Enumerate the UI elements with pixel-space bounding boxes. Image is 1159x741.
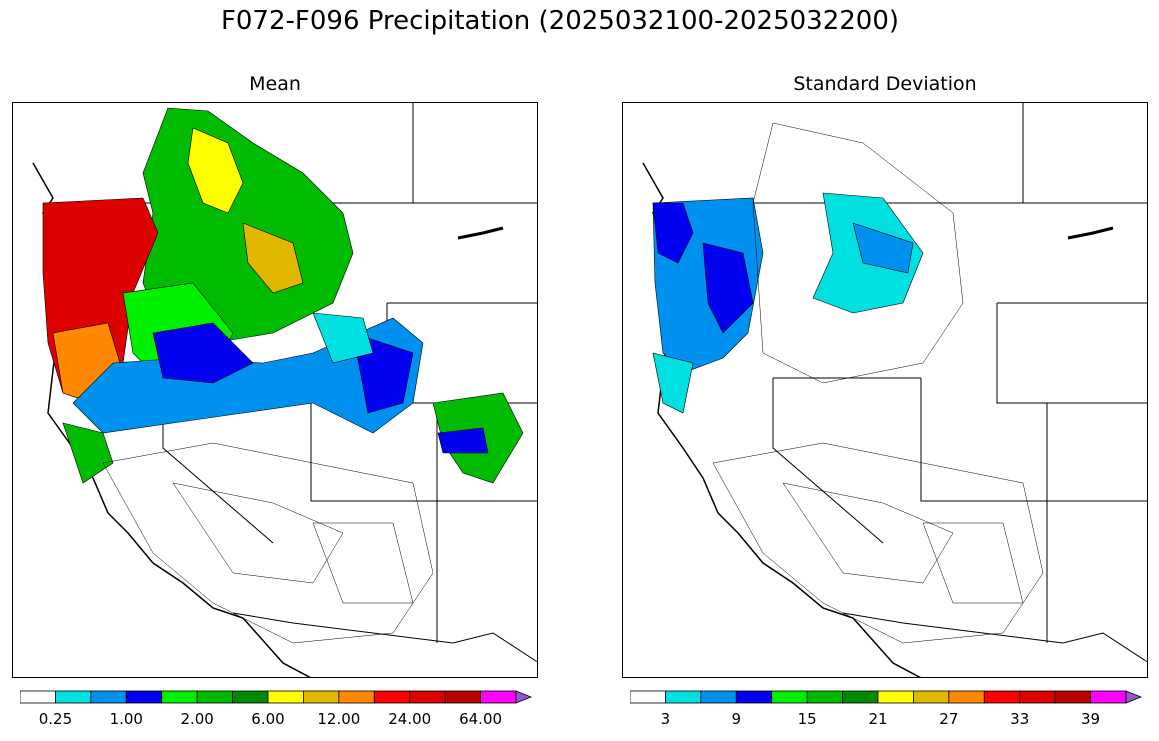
mean-colorbar <box>20 690 532 704</box>
colorbar-segment <box>20 690 56 704</box>
colorbar-segment <box>267 690 304 704</box>
colorbar-tick-label: 24.00 <box>388 710 432 728</box>
basin-outline-south <box>922 522 1024 604</box>
basin-region-blue <box>152 322 254 384</box>
colorbar-segment <box>983 690 1021 704</box>
mean-colorbar-svg <box>20 690 532 704</box>
colorbar-segment <box>700 690 737 704</box>
colorbar-segment <box>771 690 808 704</box>
colorbar-tick-label: 9 <box>731 710 742 728</box>
colorbar-segment <box>90 690 127 704</box>
basin-outline-south <box>102 442 434 644</box>
colorbar-segment <box>913 690 950 704</box>
colorbar-tick-label: 33 <box>1010 710 1030 728</box>
colorbar-segment <box>480 690 517 704</box>
basin-region-green-south <box>62 422 114 484</box>
stddev-colorbar-svg <box>630 690 1142 704</box>
stddev-region-blue-inland <box>702 242 754 334</box>
colorbar-segment <box>373 690 411 704</box>
stddev-colorbar-ticks: 3 9 15 21 27 33 39 <box>630 710 1142 734</box>
colorbar-tick-label: 2.00 <box>180 710 214 728</box>
figure-title: F072-F096 Precipitation (2025032100-2025… <box>220 6 900 36</box>
colorbar-segment <box>1019 690 1056 704</box>
colorbar-tick-label: 39 <box>1081 710 1101 728</box>
colorbar-segment <box>55 690 92 704</box>
colorbar-extend-arrow <box>1125 690 1142 704</box>
state-border-line <box>920 378 1147 502</box>
state-border-line <box>996 303 1147 404</box>
colorbar-segment <box>630 690 666 704</box>
stddev-map-canvas <box>642 103 1147 677</box>
colorbar-extend-arrow <box>515 690 532 704</box>
stddev-map <box>622 102 1148 678</box>
colorbar-segment <box>665 690 702 704</box>
mexico-border <box>842 612 1147 663</box>
basin-outline-south <box>312 522 414 604</box>
colorbar-tick-label: 15 <box>797 710 817 728</box>
colorbar-tick-label: 21 <box>868 710 888 728</box>
colorbar-segment <box>735 690 773 704</box>
colorbar-segment <box>161 690 198 704</box>
stddev-region-blue <box>652 202 694 264</box>
colorbar-segment <box>1054 690 1091 704</box>
mean-colorbar-ticks: 0.25 1.00 2.00 6.00 12.00 24.00 64.00 <box>20 710 532 734</box>
colorbar-segment <box>196 690 233 704</box>
basin-region-cyan <box>312 312 374 364</box>
stddev-colorbar <box>630 690 1142 704</box>
colorbar-segment <box>806 690 843 704</box>
mexico-border <box>232 612 537 663</box>
mean-map-canvas <box>32 103 537 677</box>
state-border-line <box>310 378 537 502</box>
colorbar-segment <box>303 690 340 704</box>
colorbar-tick-label: 1.00 <box>109 710 143 728</box>
colorbar-tick-label: 12.00 <box>317 710 361 728</box>
lake-outline <box>1067 226 1114 240</box>
stddev-region-lightblue-east <box>852 222 914 274</box>
stddev-region-cyan-coast <box>652 352 694 414</box>
colorbar-tick-label: 27 <box>939 710 959 728</box>
mean-map <box>12 102 538 678</box>
basin-outline-south <box>172 482 344 584</box>
basin-outline-south <box>782 482 954 584</box>
basin-region-yellow <box>187 127 244 214</box>
basin-region-blue-se <box>437 427 489 454</box>
colorbar-tick-label: 64.00 <box>459 710 503 728</box>
colorbar-segment <box>444 690 481 704</box>
state-border-line <box>772 378 884 544</box>
colorbar-segment <box>948 690 985 704</box>
basin-outline-north <box>752 122 964 384</box>
colorbar-segment <box>409 690 446 704</box>
colorbar-segment <box>232 690 269 704</box>
panel-title-stddev: Standard Deviation <box>793 73 977 95</box>
basin-region-gold <box>242 222 304 294</box>
colorbar-tick-label: 0.25 <box>38 710 73 728</box>
colorbar-tick-label: 6.00 <box>251 710 285 728</box>
panel-title-mean: Mean <box>249 73 301 95</box>
colorbar-segment <box>877 690 914 704</box>
colorbar-segment <box>338 690 375 704</box>
colorbar-segment <box>125 690 163 704</box>
colorbar-tick-label: 3 <box>660 710 671 728</box>
colorbar-segment <box>842 690 879 704</box>
lake-outline <box>457 226 504 240</box>
basin-outline-south <box>712 442 1044 644</box>
colorbar-segment <box>1090 690 1127 704</box>
